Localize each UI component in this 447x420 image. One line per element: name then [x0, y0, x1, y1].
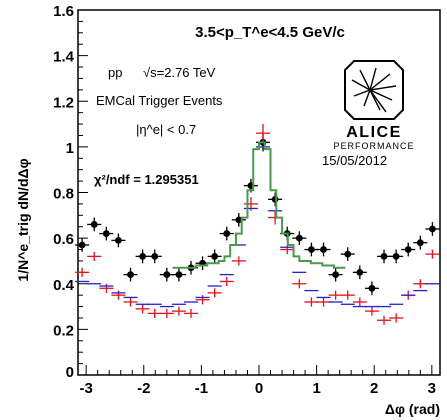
- data-point: [123, 267, 138, 282]
- data-point: [75, 238, 90, 252]
- red-point: [389, 313, 404, 323]
- red-point: [425, 249, 440, 259]
- red-point: [87, 251, 102, 261]
- data-point: [207, 249, 222, 264]
- red-point: [256, 124, 271, 143]
- red-point: [111, 290, 126, 300]
- y-tick-label: 0.6: [53, 231, 74, 248]
- data-point: [340, 247, 355, 261]
- y-tick-label: 0.2: [53, 322, 74, 339]
- data-point: [231, 213, 246, 227]
- data-point: [413, 235, 428, 250]
- red-point: [75, 267, 90, 277]
- data-point: [328, 267, 343, 282]
- red-point: [352, 297, 367, 307]
- red-point: [377, 315, 392, 325]
- red-point: [413, 279, 428, 289]
- red-point: [316, 297, 331, 307]
- data-point: [364, 281, 379, 296]
- chi2-label: χ²/ndf = 1.295351: [94, 172, 199, 187]
- data-point: [292, 231, 307, 245]
- axes: 0.2 0.4 0.6 0.8 1 1.2 1.4 1.6 0 -3 -2 -1 0 1 2 3: [53, 3, 436, 397]
- x-tick-label: 0: [255, 380, 263, 397]
- eta-cut-label: |η^e| < 0.7: [136, 122, 196, 137]
- red-point: [184, 308, 199, 318]
- data-point: [159, 267, 174, 282]
- data-point: [99, 226, 114, 241]
- data-point: [268, 192, 283, 207]
- x-axis-label: Δφ (rad): [385, 401, 440, 417]
- x-tick-label: -2: [137, 380, 150, 397]
- data-point: [425, 222, 440, 236]
- data-point: [377, 249, 392, 264]
- red-point: [207, 288, 222, 298]
- chart-title: 3.5<p_T^e<4.5 GeV/c: [195, 24, 345, 41]
- data-point: [171, 267, 186, 282]
- data-point: [135, 249, 150, 264]
- alice-logo: ALICE PERFORMANCE: [333, 60, 414, 151]
- fit-curve: [172, 141, 346, 269]
- y-tick-label: 0.4: [53, 277, 75, 294]
- data-point: [87, 217, 102, 232]
- red-point: [364, 306, 379, 316]
- data-point: [316, 242, 331, 257]
- red-point: [219, 276, 234, 287]
- fit-series: [172, 141, 346, 269]
- red-point: [99, 283, 114, 293]
- red-point: [231, 256, 246, 266]
- red-point: [123, 297, 138, 307]
- red-point: [328, 290, 343, 300]
- y-axis-label-text: 1/N^e_trig dN/dΔφ: [15, 158, 31, 281]
- red-point: [280, 244, 295, 255]
- data-point: [111, 233, 126, 248]
- data-point: [389, 249, 404, 264]
- red-point: [292, 279, 307, 289]
- blue-series: [75, 146, 440, 308]
- alice-logo-text: ALICE: [346, 124, 402, 141]
- trigger-label: EMCal Trigger Events: [96, 93, 223, 108]
- y-axis-label: 1/N^e_trig dN/dΔφ: [15, 158, 31, 281]
- alice-logo-subtext: PERFORMANCE: [333, 141, 414, 151]
- x-tick-label: -3: [79, 380, 92, 397]
- y-tick-label-zero: 0: [66, 364, 74, 381]
- data-point: [401, 242, 416, 257]
- red-point: [135, 304, 150, 314]
- red-point: [340, 290, 355, 300]
- data-point: [147, 249, 162, 264]
- red-point: [147, 308, 162, 318]
- date-label: 15/05/2012: [322, 153, 387, 168]
- data-point: [304, 242, 319, 257]
- red-point: [304, 297, 319, 307]
- alice-logo-icon: [344, 60, 404, 120]
- y-tick-label: 1.2: [53, 94, 74, 111]
- system-label: pp: [108, 65, 122, 80]
- y-tick-label: 1.6: [53, 3, 74, 20]
- series-layer: [75, 124, 440, 325]
- y-tick-label: 0.8: [53, 186, 74, 203]
- x-tick-label: -1: [195, 380, 208, 397]
- red-series: [75, 124, 440, 325]
- x-tick-label: 2: [370, 380, 378, 397]
- data-point: [219, 226, 234, 241]
- energy-label: √s=2.76 TeV: [143, 65, 216, 80]
- red-point: [195, 295, 210, 305]
- red-point: [159, 308, 174, 318]
- y-tick-label: 1: [66, 140, 74, 157]
- red-point: [171, 306, 186, 316]
- y-tick-label: 1.4: [53, 49, 75, 66]
- x-tick-label: 1: [312, 380, 320, 397]
- x-tick-label: 3: [428, 380, 436, 397]
- data-point: [352, 265, 367, 280]
